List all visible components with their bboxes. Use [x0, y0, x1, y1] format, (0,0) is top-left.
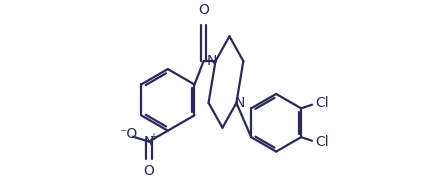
- Text: Cl: Cl: [316, 135, 329, 149]
- Text: +: +: [149, 132, 157, 142]
- Text: O: O: [143, 164, 154, 178]
- Text: O: O: [198, 3, 209, 17]
- Text: N: N: [207, 54, 217, 68]
- Text: N: N: [235, 96, 245, 110]
- Text: ⁻O: ⁻O: [119, 127, 137, 141]
- Text: N: N: [144, 135, 154, 149]
- Text: Cl: Cl: [316, 96, 329, 110]
